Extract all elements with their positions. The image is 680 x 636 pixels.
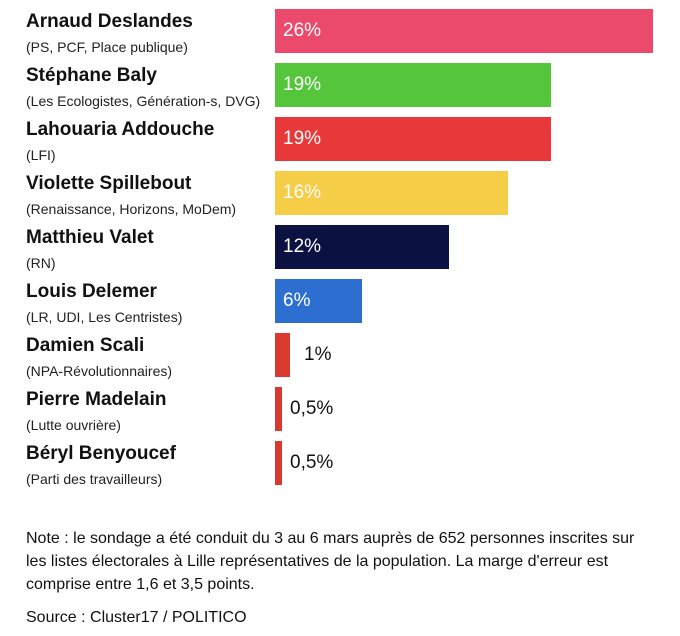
vote-share-label: 6% — [283, 290, 311, 311]
candidate-party: (NPA-Révolutionnaires) — [26, 363, 173, 379]
candidate-name: Matthieu Valet — [26, 227, 154, 248]
vote-share-bar — [275, 117, 551, 161]
candidate-party: (Parti des travailleurs) — [26, 471, 163, 487]
candidate-party: (Renaissance, Horizons, MoDem) — [26, 201, 237, 217]
candidate-name: Louis Delemer — [26, 281, 157, 302]
candidate-name: Pierre Madelain — [26, 389, 167, 410]
vote-share-bar — [275, 387, 282, 431]
vote-share-label: 19% — [283, 128, 322, 149]
vote-share-bar — [275, 171, 508, 215]
vote-share-bar — [275, 333, 290, 377]
vote-share-bar — [275, 225, 449, 269]
candidate-party: (RN) — [26, 255, 56, 271]
candidate-name: Violette Spillebout — [26, 173, 192, 194]
vote-share-label: 19% — [283, 74, 322, 95]
candidate-row: Louis Delemer (LR, UDI, Les Centristes) 6% — [0, 279, 680, 333]
candidate-name: Béryl Benyoucef — [26, 443, 176, 464]
vote-share-bar — [275, 63, 551, 107]
candidate-row: Violette Spillebout (Renaissance, Horizon… — [0, 171, 680, 225]
candidate-name: Damien Scali — [26, 335, 145, 356]
candidate-name: Arnaud Deslandes — [26, 11, 193, 32]
methodology-note: Note : le sondage a été conduit du 3 au … — [26, 530, 635, 593]
candidate-row: Stéphane Baly (Les Ecologistes, Génératio… — [0, 63, 680, 117]
source-credit: Source : Cluster17 / POLITICO — [26, 609, 247, 626]
candidate-party: (LR, UDI, Les Centristes) — [26, 309, 183, 325]
vote-share-label: 1% — [304, 344, 332, 365]
candidate-row: Arnaud Deslandes (PS, PCF, Place publique… — [0, 9, 680, 63]
candidate-name: Stéphane Baly — [26, 65, 157, 86]
candidate-party: (Les Ecologistes, Génération-s, DVG) — [26, 93, 261, 109]
vote-share-label: 26% — [283, 20, 322, 41]
candidate-party: (Lutte ouvrière) — [26, 417, 121, 433]
candidate-party: (LFI) — [26, 147, 56, 163]
candidate-party: (PS, PCF, Place publique) — [26, 39, 188, 55]
candidate-row: Lahouaria Addouche (LFI) 19% — [0, 117, 680, 171]
vote-share-label: 12% — [283, 236, 322, 257]
candidate-row: Pierre Madelain (Lutte ouvrière) 0,5% — [0, 387, 680, 441]
vote-share-bar — [275, 279, 362, 323]
candidate-row: Béryl Benyoucef (Parti des travailleurs) 0… — [0, 441, 680, 495]
candidate-name: Lahouaria Addouche — [26, 119, 215, 140]
candidate-row: Damien Scali (NPA-Révolutionnaires) 1% — [0, 333, 680, 387]
candidate-row: Matthieu Valet (RN) 12% — [0, 225, 680, 279]
vote-share-label: 16% — [283, 182, 322, 203]
vote-share-bar — [275, 441, 282, 485]
vote-share-label: 0,5% — [290, 398, 334, 419]
poll-bar-chart: Arnaud Deslandes (PS, PCF, Place publique… — [0, 9, 680, 495]
vote-share-bar — [275, 9, 653, 53]
vote-share-label: 0,5% — [290, 452, 334, 473]
